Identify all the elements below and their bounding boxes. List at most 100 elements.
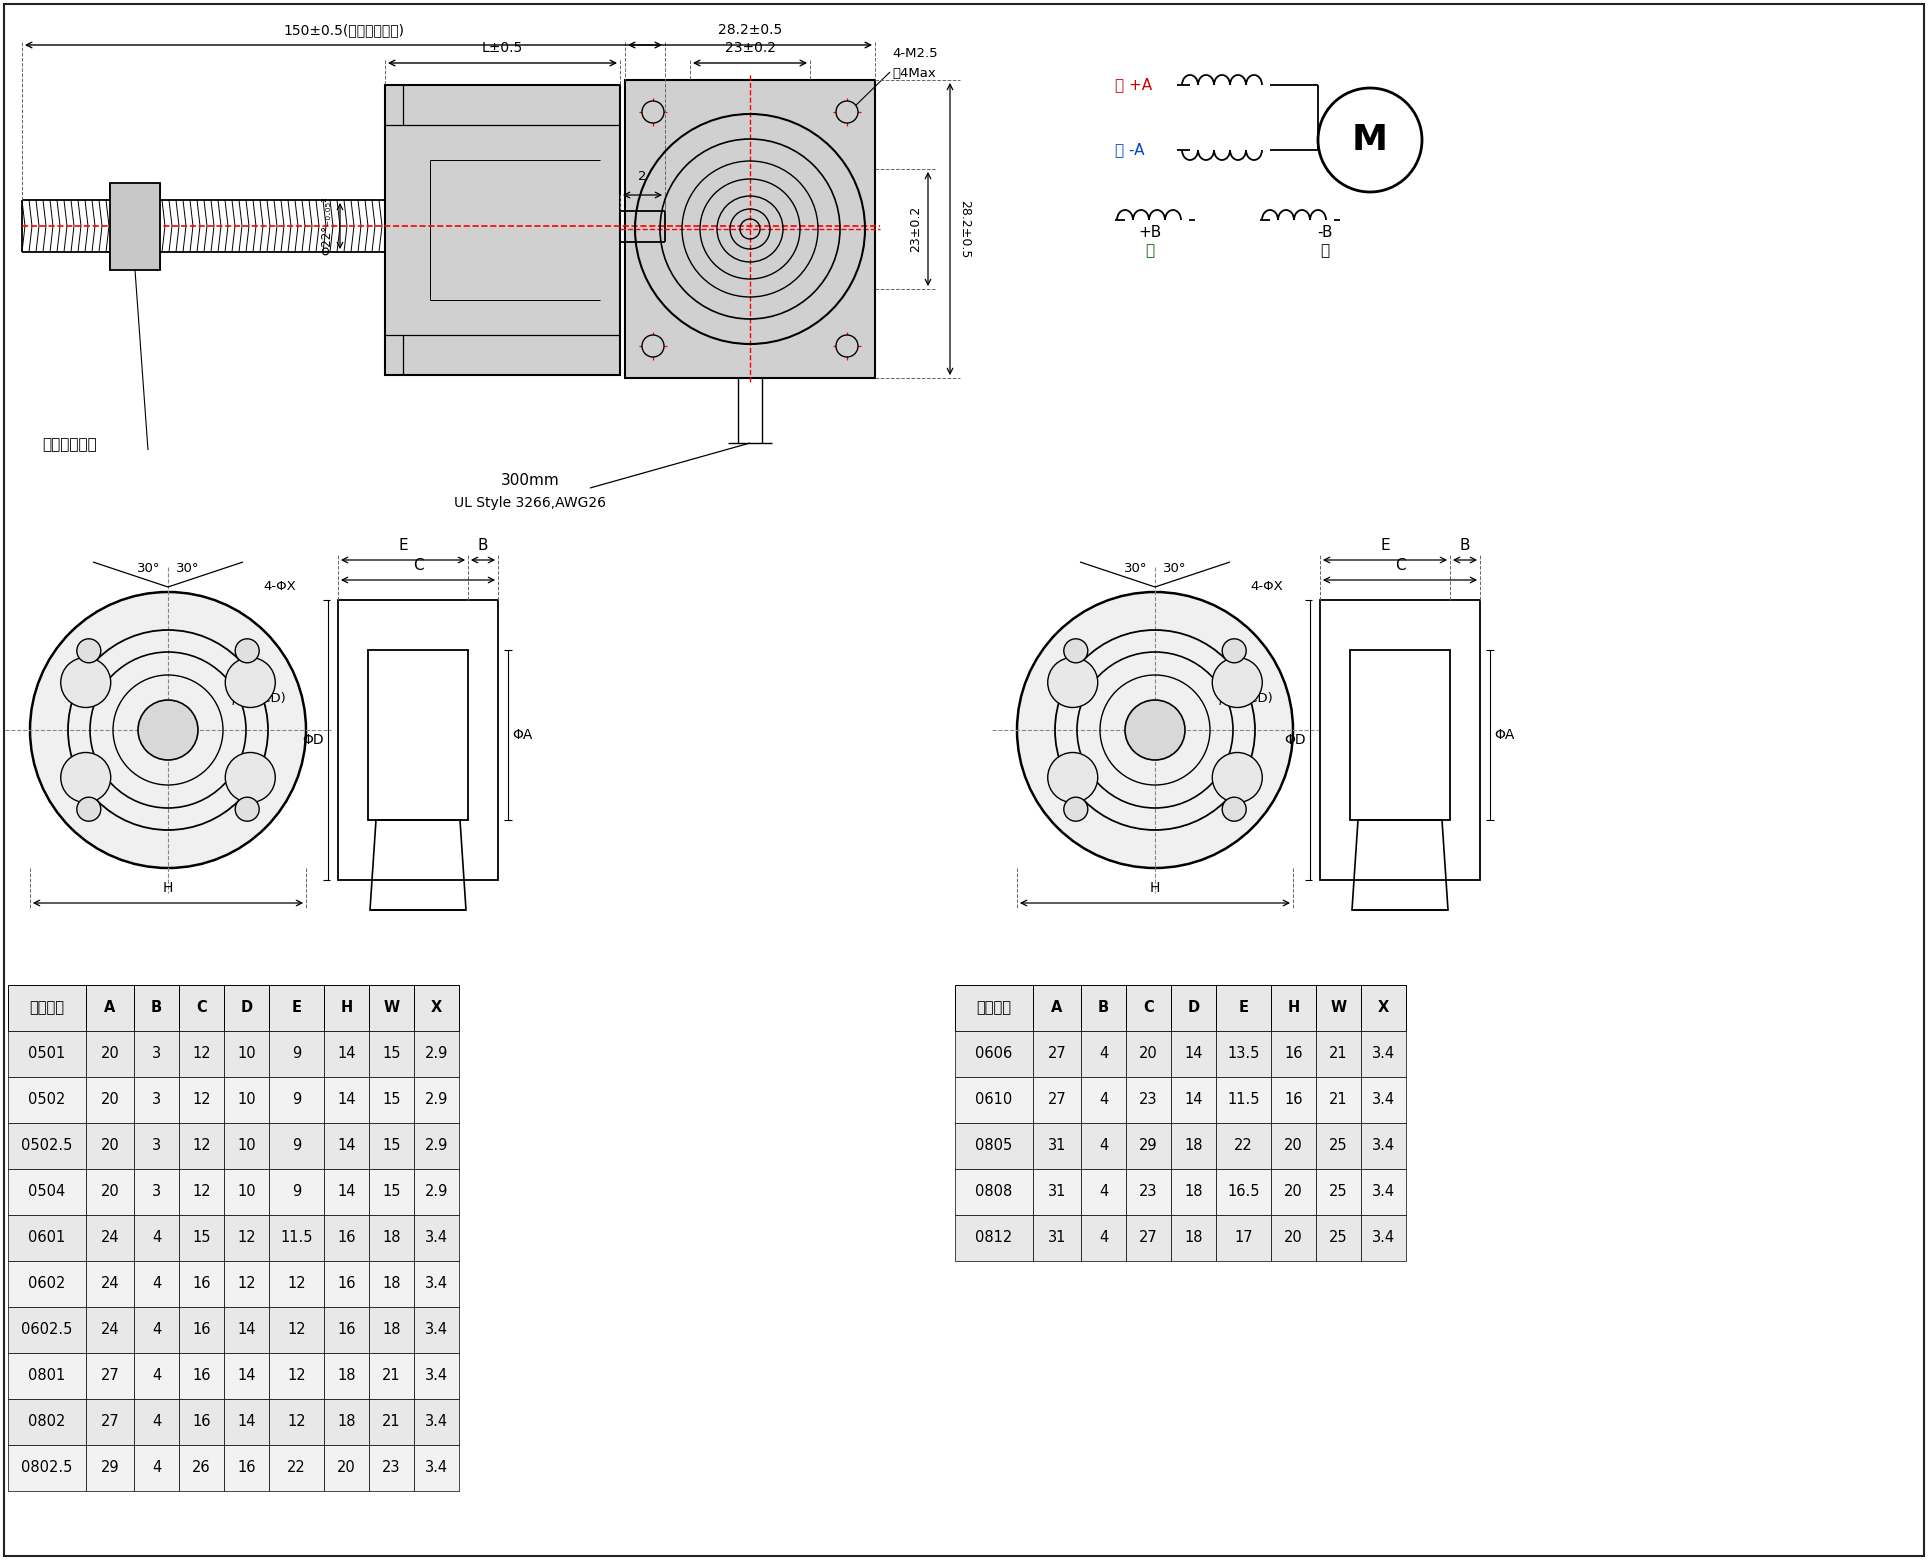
Bar xyxy=(1126,984,1170,1031)
Bar xyxy=(1217,1168,1271,1215)
Bar xyxy=(179,1445,224,1491)
Text: 11.5: 11.5 xyxy=(1228,1092,1259,1108)
Text: 16: 16 xyxy=(337,1323,357,1337)
Text: 3.4: 3.4 xyxy=(1373,1047,1396,1061)
Bar xyxy=(8,1445,87,1491)
Circle shape xyxy=(1126,700,1186,760)
Text: A: A xyxy=(1051,1000,1062,1016)
Text: 20: 20 xyxy=(337,1460,357,1476)
Bar xyxy=(224,1168,270,1215)
Text: 18: 18 xyxy=(1184,1231,1203,1245)
Bar xyxy=(1361,1076,1406,1123)
Text: 3.4: 3.4 xyxy=(1373,1184,1396,1200)
Bar xyxy=(135,1076,179,1123)
Text: +B: +B xyxy=(1138,225,1163,240)
Text: B: B xyxy=(478,538,488,552)
Bar xyxy=(1126,1215,1170,1260)
Text: 16: 16 xyxy=(193,1415,210,1429)
Bar xyxy=(324,1123,368,1168)
Text: 14: 14 xyxy=(337,1092,357,1108)
Text: 12: 12 xyxy=(193,1139,210,1153)
Circle shape xyxy=(1016,591,1294,867)
Bar xyxy=(270,1445,324,1491)
Text: 27: 27 xyxy=(1139,1231,1159,1245)
Bar xyxy=(135,984,179,1031)
Text: ΦA: ΦA xyxy=(513,729,532,743)
Text: 3.4: 3.4 xyxy=(424,1276,447,1292)
Bar xyxy=(87,1353,135,1399)
Circle shape xyxy=(60,657,110,708)
Bar xyxy=(1033,1076,1082,1123)
Text: 27: 27 xyxy=(100,1415,120,1429)
Bar xyxy=(179,1260,224,1307)
Text: 18: 18 xyxy=(382,1231,401,1245)
Text: 20: 20 xyxy=(1284,1184,1303,1200)
Text: 16.5: 16.5 xyxy=(1228,1184,1259,1200)
Text: 21: 21 xyxy=(1328,1047,1348,1061)
Text: 18: 18 xyxy=(1184,1139,1203,1153)
Text: 3.4: 3.4 xyxy=(424,1323,447,1337)
Text: 外部线性螺母: 外部线性螺母 xyxy=(42,437,96,452)
Bar xyxy=(270,1353,324,1399)
Bar xyxy=(1317,1076,1361,1123)
Bar xyxy=(87,1307,135,1353)
Bar xyxy=(415,1215,459,1260)
Bar xyxy=(368,1307,415,1353)
Text: 23: 23 xyxy=(1139,1184,1157,1200)
Polygon shape xyxy=(110,183,160,270)
Bar xyxy=(415,1353,459,1399)
Bar xyxy=(179,1353,224,1399)
Text: E: E xyxy=(291,1000,301,1016)
Text: 4: 4 xyxy=(152,1231,162,1245)
Text: 24: 24 xyxy=(100,1231,120,1245)
Bar xyxy=(270,1076,324,1123)
Text: 12: 12 xyxy=(193,1047,210,1061)
Bar xyxy=(1126,1168,1170,1215)
Text: 30°: 30° xyxy=(1124,562,1147,576)
Text: 蓝 -A: 蓝 -A xyxy=(1114,142,1145,158)
Text: C: C xyxy=(1143,1000,1153,1016)
Bar xyxy=(224,1031,270,1076)
Text: 16: 16 xyxy=(337,1276,357,1292)
Bar xyxy=(324,1399,368,1445)
Text: 0602: 0602 xyxy=(29,1276,66,1292)
Text: 3: 3 xyxy=(152,1092,162,1108)
Text: B: B xyxy=(1459,538,1471,552)
Text: 黑: 黑 xyxy=(1321,243,1330,257)
Text: 3.4: 3.4 xyxy=(424,1368,447,1384)
Text: 4: 4 xyxy=(152,1460,162,1476)
Text: 18: 18 xyxy=(337,1415,357,1429)
Bar xyxy=(1170,984,1217,1031)
Text: 16: 16 xyxy=(193,1368,210,1384)
Bar xyxy=(1126,1031,1170,1076)
Bar xyxy=(368,1399,415,1445)
Text: ΦA: ΦA xyxy=(1494,729,1513,743)
Bar xyxy=(324,1031,368,1076)
Bar xyxy=(8,984,87,1031)
Circle shape xyxy=(77,797,100,821)
Text: 12: 12 xyxy=(237,1276,256,1292)
Bar xyxy=(179,1307,224,1353)
Text: 4: 4 xyxy=(152,1276,162,1292)
Bar xyxy=(270,1168,324,1215)
Circle shape xyxy=(837,335,858,357)
Text: A: A xyxy=(104,1000,116,1016)
Bar xyxy=(87,1031,135,1076)
Text: 25: 25 xyxy=(1328,1139,1348,1153)
Bar xyxy=(135,1123,179,1168)
Text: 4: 4 xyxy=(1099,1092,1109,1108)
Bar xyxy=(954,1215,1033,1260)
Circle shape xyxy=(77,638,100,663)
Text: 3: 3 xyxy=(152,1139,162,1153)
Bar xyxy=(1033,1168,1082,1215)
Bar xyxy=(954,1076,1033,1123)
Text: 15: 15 xyxy=(382,1139,401,1153)
Text: 12: 12 xyxy=(287,1276,307,1292)
Bar xyxy=(324,984,368,1031)
Text: 4: 4 xyxy=(1099,1139,1109,1153)
Text: 24: 24 xyxy=(100,1276,120,1292)
Text: 0610: 0610 xyxy=(976,1092,1012,1108)
Bar xyxy=(1271,984,1317,1031)
Bar xyxy=(1082,1215,1126,1260)
Bar xyxy=(224,1399,270,1445)
